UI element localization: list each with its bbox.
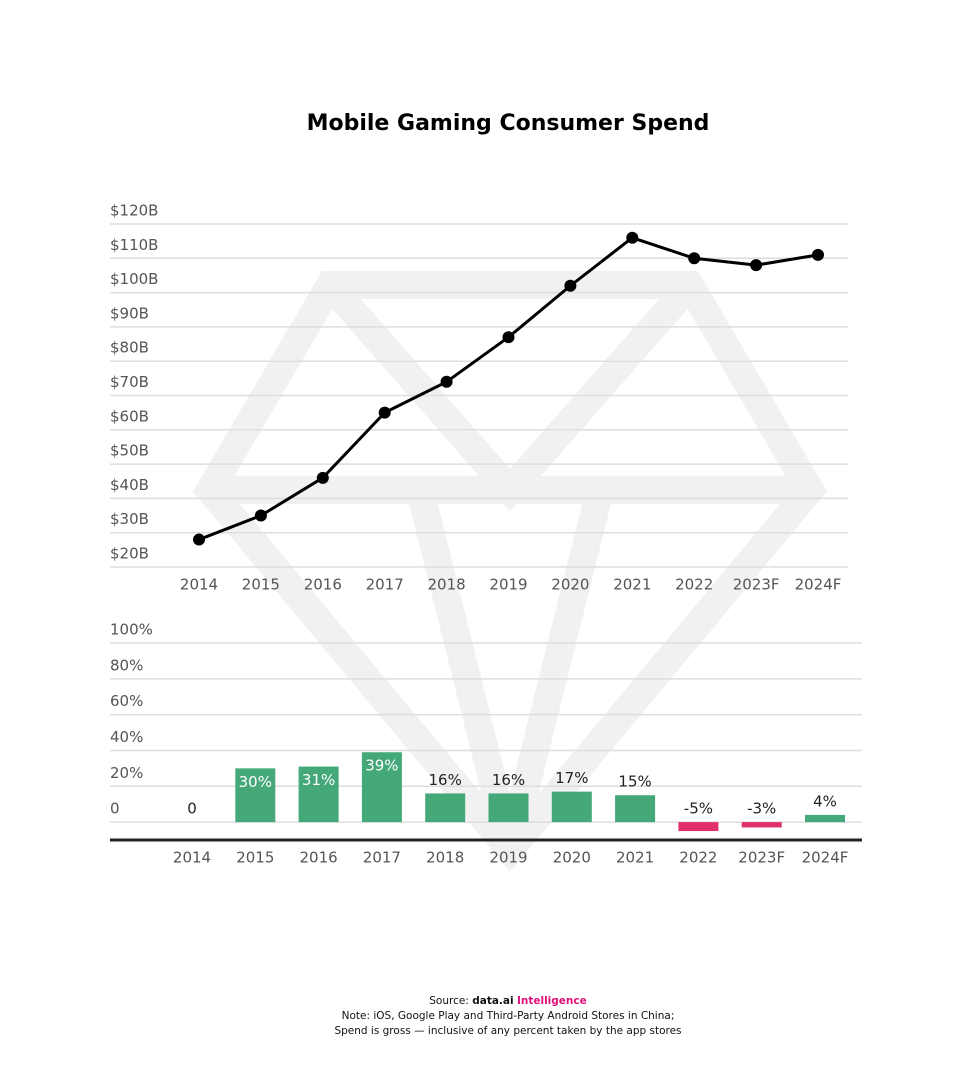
data-label: 15%: [618, 773, 651, 791]
source-name: data.ai: [472, 995, 513, 1007]
data-label: 39%: [365, 757, 398, 775]
data-label: 16%: [429, 771, 462, 789]
bar: [298, 766, 339, 823]
y-tick-label: 100%: [110, 621, 153, 639]
bar-chart: 0 20% 40% 60% 80% 100% 2014 2015 2016 2017 2018 201…: [110, 621, 862, 867]
x-tick-label: 2020: [553, 849, 591, 867]
point: [440, 375, 453, 388]
y-tick-label: $90B: [110, 304, 149, 322]
bar: [425, 793, 466, 823]
x-tick-label: 2024F: [795, 576, 842, 594]
source-label: Source:: [429, 995, 469, 1007]
point: [688, 252, 701, 265]
data-label: -5%: [684, 800, 713, 818]
data-label: -3%: [747, 800, 776, 818]
x-tick-label: 2018: [426, 849, 464, 867]
x-tick-label: 2022: [679, 849, 717, 867]
x-tick-label: 2023F: [738, 849, 785, 867]
bar: [551, 791, 592, 823]
y-tick-label: 0: [110, 800, 120, 818]
x-tick-label: 2018: [428, 576, 466, 594]
note: Spend is gross — inclusive of any percen…: [334, 1025, 681, 1037]
y-tick-label: $110B: [110, 236, 158, 254]
bar: [488, 793, 529, 823]
x-tick-label: 2015: [236, 849, 274, 867]
y-tick-label: 60%: [110, 692, 143, 710]
y-tick-label: $60B: [110, 407, 149, 425]
x-tick-label: 2017: [363, 849, 401, 867]
bar: [741, 822, 782, 828]
note: Note: iOS, Google Play and Third-Party A…: [342, 1010, 675, 1022]
bar: [805, 814, 845, 823]
x-tick-label: 2019: [489, 576, 527, 594]
x-tick-label: 2014: [173, 849, 211, 867]
y-tick-label: 80%: [110, 656, 143, 674]
x-tick-label: 2021: [613, 576, 651, 594]
x-tick-label: 2015: [242, 576, 280, 594]
bar: [678, 822, 719, 832]
bar: [615, 795, 656, 823]
x-tick-label: 2016: [300, 849, 338, 867]
bar: [235, 768, 276, 823]
point: [378, 406, 391, 419]
line-chart: $20B $30B $40B $50B $60B $70B $80B $90B $100B $11…: [110, 202, 848, 594]
point: [750, 259, 763, 272]
point: [812, 248, 824, 261]
point: [316, 471, 329, 484]
x-tick-label: 2016: [304, 576, 342, 594]
x-tick-label: 2021: [616, 849, 654, 867]
y-tick-label: $120B: [110, 202, 158, 220]
x-tick-label: 2017: [366, 576, 404, 594]
data-label: 0: [187, 800, 197, 818]
point: [626, 231, 639, 244]
data-label: 17%: [555, 769, 588, 787]
point: [254, 509, 267, 522]
y-tick-label: $50B: [110, 442, 149, 460]
y-tick-label: $20B: [110, 545, 149, 563]
x-tick-label: 2020: [551, 576, 589, 594]
data-label: 16%: [492, 771, 525, 789]
y-tick-label: 40%: [110, 728, 143, 746]
x-tick-label: 2014: [180, 576, 218, 594]
y-tick-label: $30B: [110, 510, 149, 528]
chart-title: Mobile Gaming Consumer Spend: [307, 111, 710, 136]
data-label: 31%: [302, 771, 335, 789]
source: Source: data.ai Intelligence: [429, 995, 586, 1007]
point: [502, 331, 515, 344]
y-tick-label: $70B: [110, 373, 149, 391]
y-tick-label: $100B: [110, 270, 158, 288]
point: [564, 279, 577, 292]
source-highlight: Intelligence: [517, 995, 587, 1007]
data-label: 30%: [239, 773, 272, 791]
y-tick-label: $40B: [110, 476, 149, 494]
bar: [361, 752, 402, 823]
watermark: [192, 271, 828, 872]
data-label: 4%: [813, 792, 837, 810]
y-tick-label: 20%: [110, 764, 143, 782]
y-tick-label: $80B: [110, 339, 149, 357]
x-tick-label: 2024F: [802, 849, 849, 867]
x-tick-label: 2022: [675, 576, 713, 594]
x-tick-label: 2023F: [733, 576, 780, 594]
point: [193, 533, 205, 546]
x-tick-label: 2019: [489, 849, 527, 867]
